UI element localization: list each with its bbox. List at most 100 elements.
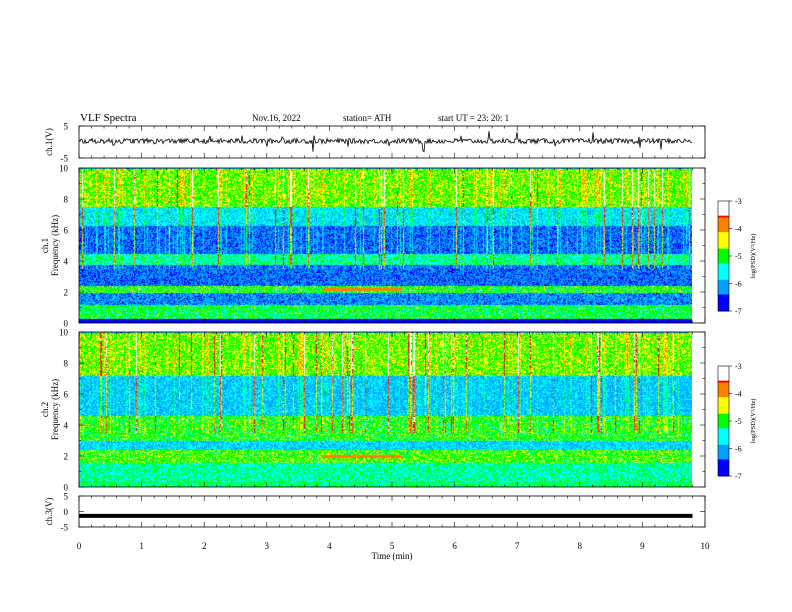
colorbar-cell [718, 468, 729, 471]
colorbar-cell [718, 294, 729, 297]
x-tick-label: 9 [640, 541, 645, 551]
colorbar-cell [718, 245, 729, 248]
colorbar-cell [718, 466, 729, 470]
colorbar-cell [718, 221, 729, 224]
colorbar-cell [718, 472, 729, 475]
colorbar-label: log(PSD)(V²/Hz) [750, 234, 757, 279]
colorbar-cell [718, 237, 729, 240]
colorbar-cell [718, 278, 729, 281]
colorbar-cell [718, 263, 729, 266]
colorbar-cell [718, 228, 729, 231]
colorbar-cell [718, 474, 729, 477]
colorbar-cell [718, 419, 729, 422]
colorbar-cell [718, 373, 729, 376]
colorbar-cell [718, 377, 729, 380]
colorbar-cell [718, 230, 729, 233]
colorbar-cell [718, 292, 729, 295]
colorbar-cell [718, 300, 729, 303]
colorbar-cell [718, 421, 729, 424]
y-axis-label: ch.1 [40, 238, 50, 253]
colorbar-cell [718, 224, 729, 228]
colorbar-tick-label: -7 [735, 472, 742, 481]
colorbar-cell [718, 433, 729, 437]
y-tick-label: 4 [64, 257, 69, 267]
colorbar-cell [718, 378, 729, 382]
colorbar-cell [718, 448, 729, 451]
colorbar-cell [718, 252, 729, 255]
y-tick-label: 0 [64, 319, 69, 329]
colorbar-cell [718, 301, 729, 305]
colorbar-cell [718, 208, 729, 211]
colorbar-cell [718, 274, 729, 277]
colorbar-cell [718, 386, 729, 389]
colorbar-label: log(PSD)(V²/Hz) [750, 399, 757, 444]
x-tick-label: 3 [265, 541, 270, 551]
colorbar-cell [718, 241, 729, 244]
x-tick-label: 7 [515, 541, 520, 551]
y-axis-label: Frequency (kHz) [50, 215, 60, 276]
ch1-trace [78, 131, 693, 153]
y-tick-label: 8 [64, 195, 69, 205]
colorbar-cell [718, 391, 729, 394]
colorbar-cell [718, 426, 729, 429]
colorbar-cell [718, 454, 729, 457]
colorbar-cell [718, 206, 729, 209]
y-tick-label: 8 [64, 359, 69, 369]
colorbar-cell [718, 246, 729, 250]
colorbar-cell [718, 213, 729, 217]
station-label: station= ATH [343, 113, 392, 123]
colorbar-cell [718, 455, 729, 459]
colorbar-cell [718, 432, 729, 435]
colorbar-cell [718, 259, 729, 262]
colorbar-tick-label: -4 [735, 390, 742, 399]
colorbar-cell [718, 289, 729, 292]
colorbar-cell [718, 450, 729, 453]
colorbar-cell [718, 285, 729, 288]
colorbar-cell [718, 296, 729, 299]
colorbar-cell [718, 202, 729, 206]
x-tick-label: 1 [139, 541, 144, 551]
y-tick-label: 10 [59, 328, 69, 338]
colorbar-cell [718, 410, 729, 413]
x-axis-label: Time (min) [372, 551, 413, 561]
colorbar-cell [718, 408, 729, 411]
colorbar-cell [718, 393, 729, 396]
colorbar-cell [718, 309, 729, 312]
colorbar-cell [718, 232, 729, 235]
colorbar-cell [718, 248, 729, 251]
start-ut-label: start UT = 23: 20: 1 [438, 113, 510, 123]
colorbar-cell [718, 411, 729, 415]
colorbar-cell [718, 307, 729, 310]
colorbar-cell [718, 406, 729, 409]
colorbar-cell [718, 457, 729, 460]
y-axis-label: Frequency (kHz) [50, 379, 60, 440]
colorbar-tick-label: -6 [735, 445, 742, 454]
colorbar-cell [718, 270, 729, 273]
colorbar-cell [718, 441, 729, 444]
colorbar-cell [718, 437, 729, 440]
colorbar-cell [718, 219, 729, 222]
colorbar-cell [718, 380, 729, 383]
colorbar-tick-label: -4 [735, 225, 742, 234]
colorbar-cell [718, 303, 729, 306]
colorbar-tick-label: -5 [735, 417, 742, 426]
colorbar-cell [718, 397, 729, 400]
colorbar-tick-label: -5 [735, 252, 742, 261]
colorbar-cell [718, 210, 729, 213]
x-tick-label: 0 [77, 541, 82, 551]
chart-title: VLF Spectra [80, 112, 137, 124]
y-tick-label: 0 [64, 483, 69, 493]
colorbar-cell [718, 382, 729, 385]
x-tick-label: 10 [701, 541, 711, 551]
y-tick-label: 6 [64, 226, 69, 236]
colorbar-cell [718, 463, 729, 466]
colorbar-cell [718, 272, 729, 275]
colorbar-cell [718, 422, 729, 426]
colorbar-cell [718, 452, 729, 455]
colorbar-cell [718, 287, 729, 290]
x-tick-label: 6 [452, 541, 457, 551]
colorbar-cell [718, 428, 729, 431]
colorbar-cell [718, 465, 729, 468]
x-tick-label: 4 [327, 541, 332, 551]
